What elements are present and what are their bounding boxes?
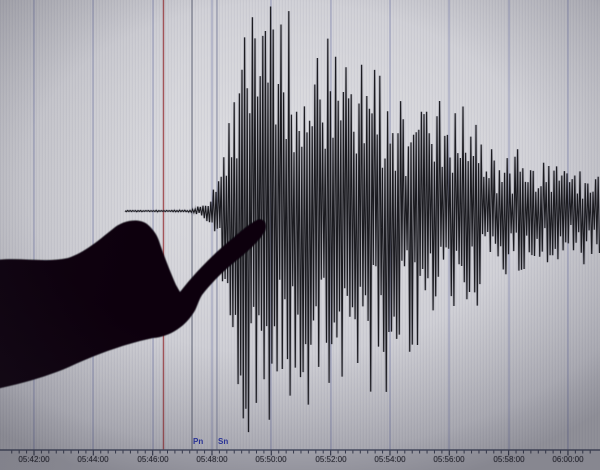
axis-tick-marks <box>11 450 591 456</box>
time-label: 05:48:00 <box>196 455 228 464</box>
pointing-hand-silhouette <box>0 219 266 389</box>
time-label: 05:54:00 <box>374 455 406 464</box>
time-label: 05:56:00 <box>433 455 465 464</box>
seismogram-trace <box>124 6 600 433</box>
axis-strip <box>0 450 600 470</box>
time-label: 05:44:00 <box>77 455 109 464</box>
time-label: 05:42:00 <box>18 455 50 464</box>
time-label: 05:46:00 <box>137 455 169 464</box>
sn-phase-label: Sn <box>218 437 229 446</box>
time-label: 05:52:00 <box>315 455 347 464</box>
time-label: 05:50:00 <box>255 455 287 464</box>
time-label: 06:00:00 <box>552 455 584 464</box>
time-label: 05:58:00 <box>493 455 525 464</box>
pn-phase-label: Pn <box>193 437 204 446</box>
